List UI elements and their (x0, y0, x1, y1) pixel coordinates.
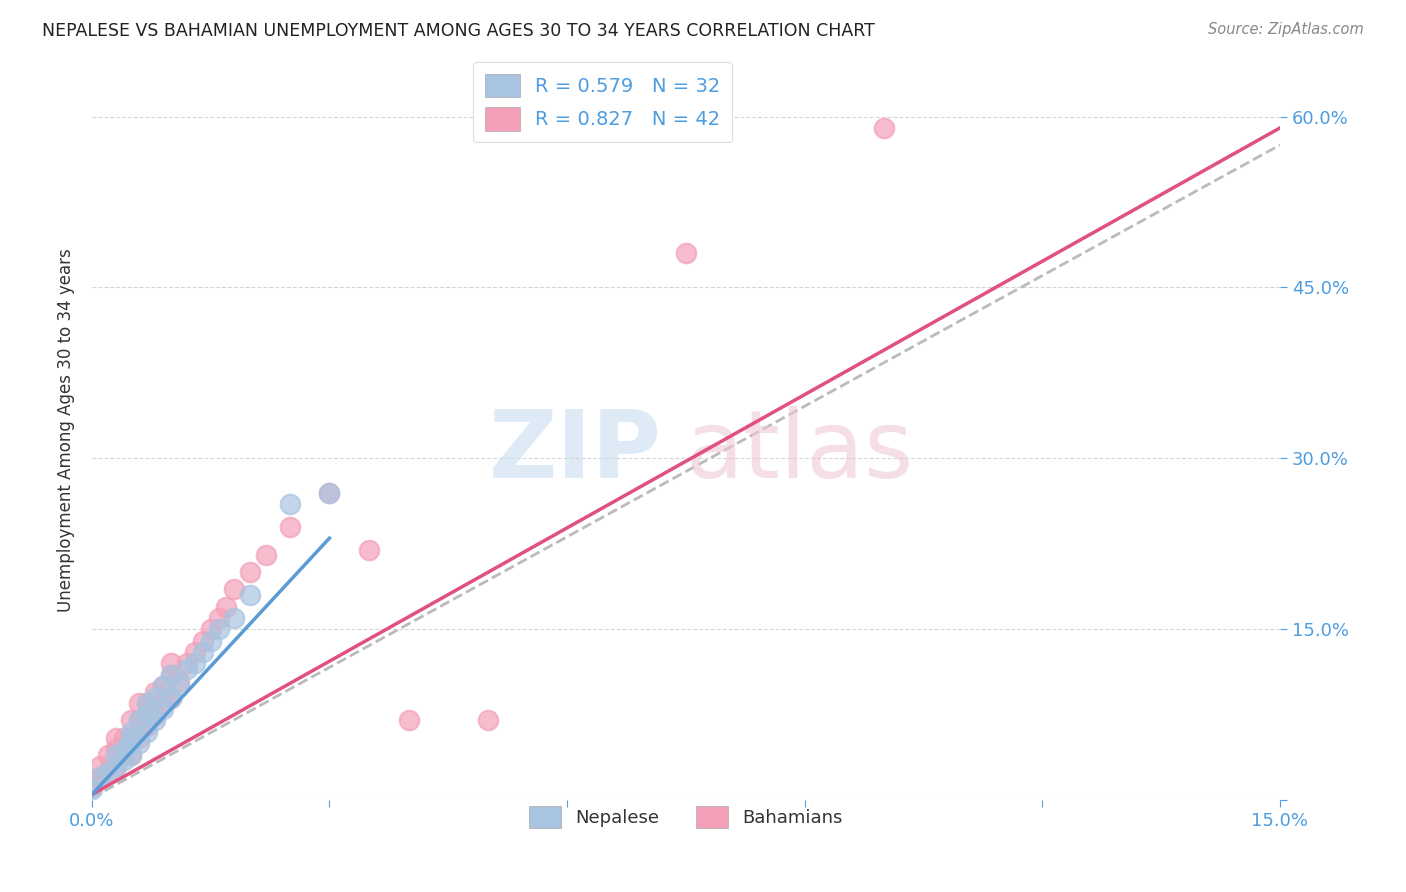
Point (207, 611, 229, 625)
Point (120, 747, 142, 762)
Point (136, 719, 159, 733)
Text: atlas: atlas (686, 406, 914, 498)
Point (120, 731, 142, 745)
Point (136, 697, 159, 711)
Point (120, 731, 142, 745)
Point (104, 731, 127, 745)
Point (120, 724, 142, 739)
Point (160, 668, 183, 682)
Point (318, 485, 340, 500)
Point (278, 497, 301, 511)
Point (318, 485, 340, 500)
Point (357, 542, 380, 557)
Text: Source: ZipAtlas.com: Source: ZipAtlas.com (1208, 22, 1364, 37)
Y-axis label: Unemployment Among Ages 30 to 34 years: Unemployment Among Ages 30 to 34 years (58, 248, 75, 612)
Point (873, 120, 896, 135)
Point (80, 776, 103, 790)
Point (184, 645, 207, 659)
Legend: Nepalese, Bahamians: Nepalese, Bahamians (522, 799, 851, 836)
Point (160, 690, 183, 705)
Point (398, 714, 420, 728)
Point (112, 742, 135, 756)
Point (239, 588, 262, 602)
Point (152, 679, 174, 693)
Point (104, 742, 127, 756)
Point (128, 731, 150, 745)
Point (97, 747, 120, 762)
Point (97, 764, 120, 779)
Point (160, 668, 183, 682)
Point (278, 520, 301, 534)
Point (152, 679, 174, 693)
Point (191, 645, 214, 659)
Point (120, 714, 142, 728)
Point (224, 611, 246, 625)
Text: ZIP: ZIP (489, 406, 662, 498)
Point (112, 731, 135, 745)
Point (184, 657, 207, 671)
Point (112, 747, 135, 762)
Point (160, 657, 183, 671)
Point (254, 548, 277, 562)
Point (97, 764, 120, 779)
Point (89, 759, 111, 773)
Point (128, 697, 150, 711)
Point (89, 771, 111, 785)
Point (112, 753, 135, 767)
Point (104, 747, 127, 762)
Point (104, 759, 127, 773)
Point (152, 702, 174, 716)
Point (120, 747, 142, 762)
Point (167, 679, 190, 693)
Point (143, 707, 166, 722)
Point (128, 714, 150, 728)
Point (215, 599, 238, 614)
Point (176, 657, 198, 671)
Point (104, 759, 127, 773)
Point (136, 707, 159, 722)
Point (675, 246, 697, 260)
Point (477, 714, 499, 728)
Point (176, 662, 198, 676)
Point (239, 566, 262, 580)
Point (143, 685, 166, 699)
Point (120, 736, 142, 750)
Point (143, 690, 166, 705)
Point (136, 697, 159, 711)
Point (143, 714, 166, 728)
Text: NEPALESE VS BAHAMIAN UNEMPLOYMENT AMONG AGES 30 TO 34 YEARS CORRELATION CHART: NEPALESE VS BAHAMIAN UNEMPLOYMENT AMONG … (42, 22, 875, 40)
Point (128, 714, 150, 728)
Point (191, 633, 214, 648)
Point (160, 690, 183, 705)
Point (89, 771, 111, 785)
Point (200, 633, 222, 648)
Point (128, 736, 150, 750)
Point (200, 622, 222, 636)
Point (80, 781, 103, 796)
Point (152, 697, 174, 711)
Point (136, 724, 159, 739)
Point (224, 582, 246, 597)
Point (167, 673, 190, 688)
Point (207, 622, 229, 636)
